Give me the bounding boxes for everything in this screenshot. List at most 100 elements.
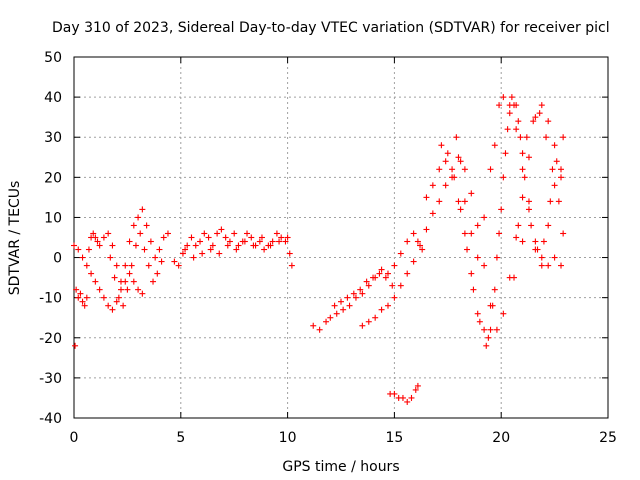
data-point [120, 302, 127, 309]
series-seg-d [107, 230, 165, 309]
data-point [493, 254, 500, 261]
data-point [513, 234, 520, 241]
data-point [517, 134, 524, 141]
data-point [201, 230, 208, 237]
data-point [538, 102, 545, 109]
data-point [408, 394, 415, 401]
data-point [71, 242, 77, 249]
data-point [500, 94, 507, 101]
data-point [538, 254, 545, 261]
data-point [457, 206, 464, 213]
data-point [384, 270, 391, 277]
data-point [525, 206, 532, 213]
data-point [269, 238, 276, 245]
data-point [128, 262, 135, 269]
data-point [250, 242, 257, 249]
data-point [122, 262, 129, 269]
data-point [521, 174, 528, 181]
y-tick-label: -20 [39, 331, 62, 347]
data-point [547, 198, 554, 205]
data-point [145, 262, 152, 269]
x-tick-label: 25 [599, 430, 617, 446]
data-point [158, 258, 165, 265]
series-seg-f [182, 234, 291, 261]
data-point [147, 238, 154, 245]
data-point [455, 198, 462, 205]
series-seg-e [72, 226, 295, 349]
data-point [124, 286, 131, 293]
data-point [429, 182, 436, 189]
data-point [244, 230, 251, 237]
data-point [154, 270, 161, 277]
x-tick-label: 15 [385, 430, 403, 446]
data-point [481, 214, 488, 221]
y-tick-label: 40 [44, 90, 62, 106]
data-point [100, 234, 107, 241]
data-point [94, 238, 101, 245]
data-point [423, 226, 430, 233]
data-point [423, 194, 430, 201]
data-point [207, 246, 214, 253]
data-point [483, 342, 490, 349]
data-point [525, 154, 532, 161]
data-point [453, 134, 460, 141]
data-point [491, 142, 498, 149]
data-point [500, 174, 507, 181]
y-tick-label: 20 [44, 170, 62, 186]
data-point [333, 310, 340, 317]
data-point [508, 94, 515, 101]
data-point [130, 278, 137, 285]
data-point [412, 386, 419, 393]
x-tick-label: 10 [279, 430, 297, 446]
data-point [92, 234, 99, 241]
data-point [205, 234, 212, 241]
data-point [331, 302, 338, 309]
x-tick-label: 20 [492, 430, 510, 446]
data-point [560, 230, 567, 237]
data-point [449, 166, 456, 173]
data-point [226, 238, 233, 245]
data-point [419, 246, 426, 253]
data-point [365, 318, 372, 325]
series-seg-m [453, 94, 565, 269]
data-point [209, 242, 216, 249]
data-point [470, 286, 477, 293]
data-point [530, 118, 537, 125]
data-point [511, 274, 518, 281]
data-point [90, 230, 97, 237]
data-point [192, 242, 199, 249]
data-point [92, 278, 99, 285]
data-point [222, 234, 229, 241]
x-axis-label: GPS time / hours [282, 459, 399, 475]
data-point [135, 286, 142, 293]
data-point [551, 254, 558, 261]
data-point [316, 326, 323, 333]
data-point [474, 222, 481, 229]
data-point [282, 238, 289, 245]
data-point [171, 258, 178, 265]
series-seg-k [423, 102, 565, 341]
data-point [540, 238, 547, 245]
data-point [551, 142, 558, 149]
data-point [455, 154, 462, 161]
data-point [399, 394, 406, 401]
data-point [545, 222, 552, 229]
data-point [410, 258, 417, 265]
data-point [241, 238, 248, 245]
data-point [532, 238, 539, 245]
y-tick-label: 50 [44, 50, 62, 66]
data-point [261, 246, 268, 253]
data-point [278, 234, 285, 241]
data-point [258, 234, 265, 241]
data-point [493, 326, 500, 333]
data-point [438, 142, 445, 149]
data-point [498, 206, 505, 213]
data-point [107, 254, 114, 261]
y-tick-label: 0 [53, 251, 62, 267]
data-point [224, 242, 231, 249]
data-point [130, 222, 137, 229]
data-point [417, 242, 424, 249]
data-point [109, 242, 116, 249]
series-seg-c [100, 206, 171, 285]
y-tick-label: -30 [39, 371, 62, 387]
